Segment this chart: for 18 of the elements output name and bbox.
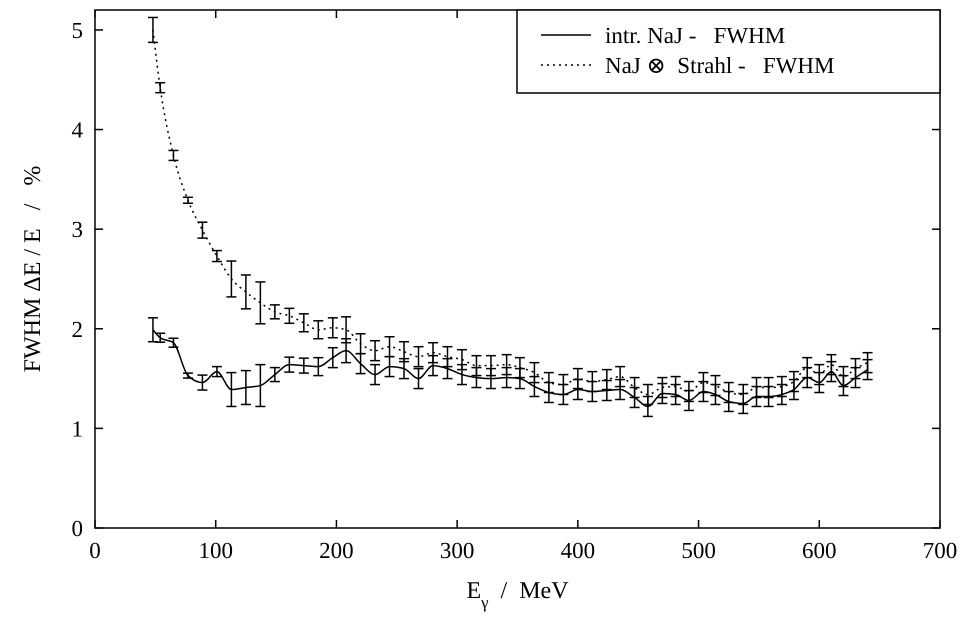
y-tick-label: 0 (72, 516, 83, 542)
y-tick-label: 4 (72, 118, 84, 143)
x-axis-title: E$_{γ}$ / MeV (466, 578, 570, 612)
y-axis-title: FWHM ΔE / E / % (20, 166, 46, 372)
y-tick-label: 1 (72, 416, 83, 442)
x-tick-label: 300 (440, 538, 474, 563)
x-tick-label: 0 (89, 538, 101, 563)
legend-label: intr. NaJ - FWHM (605, 23, 786, 48)
x-tick-label: 700 (922, 538, 958, 563)
x-tick-label: 600 (802, 538, 837, 563)
y-tick-label: 5 (72, 18, 83, 43)
x-tick-label: 400 (560, 538, 596, 563)
x-tick-label: 100 (198, 538, 233, 563)
x-tick-label: 200 (319, 538, 354, 563)
x-tick-label: 500 (681, 538, 716, 563)
y-tick-label: 3 (72, 217, 83, 242)
legend-label: NaJ ⊗ Strahl - FWHM (605, 53, 834, 78)
y-tick-label: 2 (72, 316, 83, 342)
